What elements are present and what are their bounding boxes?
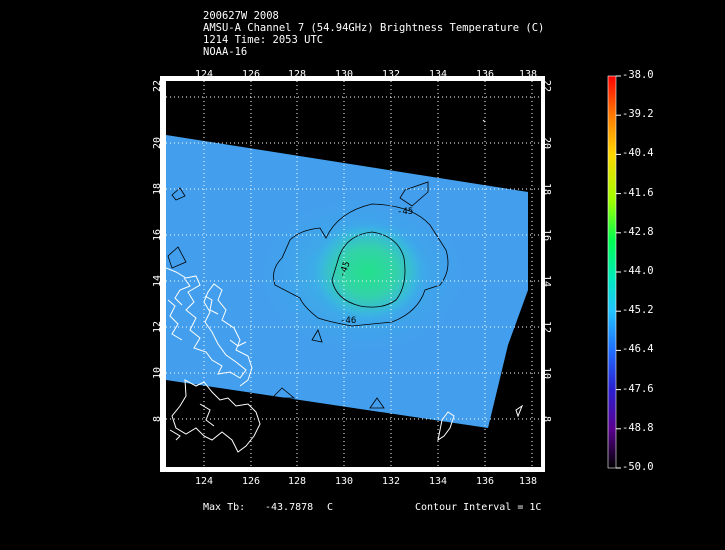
colorbar-label: -40.4 bbox=[622, 147, 654, 160]
colorbar-label: -48.8 bbox=[622, 421, 654, 434]
lon-tick: 128 bbox=[288, 476, 306, 487]
lon-tick: 134 bbox=[429, 476, 447, 487]
contour-label: -45 bbox=[397, 207, 413, 217]
lat-tick: 10 bbox=[152, 367, 163, 379]
lon-tick-top: 134 bbox=[429, 69, 447, 80]
contour-label: -46 bbox=[340, 316, 356, 326]
colorbar-label: -39.2 bbox=[622, 108, 654, 121]
lat-tick-right: 8 bbox=[541, 416, 552, 422]
lat-tick: 16 bbox=[152, 229, 163, 241]
lon-tick-top: 138 bbox=[519, 69, 537, 80]
coastline bbox=[166, 119, 524, 453]
satellite-name: NOAA-16 bbox=[203, 46, 248, 58]
max-tb-label: Max Tb: bbox=[203, 502, 246, 513]
contour-45 bbox=[331, 231, 406, 308]
lat-tick-right: 12 bbox=[541, 321, 552, 333]
colorbar-label: -41.6 bbox=[622, 186, 654, 199]
storm-id: 200627W 2008 bbox=[203, 10, 279, 22]
lon-tick-top: 130 bbox=[335, 69, 353, 80]
lon-tick: 124 bbox=[195, 476, 213, 487]
lat-tick: 12 bbox=[152, 321, 163, 333]
contour-interval: Contour Interval = 1C bbox=[415, 502, 542, 513]
lon-tick-top: 124 bbox=[195, 69, 213, 80]
colorbar-label: -46.4 bbox=[622, 343, 654, 356]
lat-tick: 18 bbox=[152, 183, 163, 195]
warm-core bbox=[308, 220, 428, 324]
lat-tick-right: 20 bbox=[541, 137, 552, 149]
chart-header: 200627W 2008 AMSU-A Channel 7 (54.94GHz)… bbox=[203, 10, 544, 58]
product-title: AMSU-A Channel 7 (54.94GHz) Brightness T… bbox=[203, 22, 545, 34]
colorbar-label: -38.0 bbox=[622, 69, 654, 81]
lat-tick: 14 bbox=[152, 275, 163, 287]
lat-tick-right: 16 bbox=[541, 229, 552, 241]
max-tb-unit: C bbox=[327, 502, 334, 513]
date-time: 1214 Time: 2053 UTC bbox=[203, 34, 324, 46]
lat-tick: 22 bbox=[152, 80, 163, 92]
lat-tick-right: 14 bbox=[541, 275, 552, 287]
max-tb-value: -43.7878 bbox=[265, 502, 314, 513]
colorbar-label: -47.6 bbox=[622, 382, 654, 395]
contour-46 bbox=[273, 203, 449, 327]
lon-tick: 136 bbox=[476, 476, 494, 487]
lon-tick-top: 126 bbox=[242, 69, 260, 80]
lon-tick: 130 bbox=[335, 476, 353, 487]
lon-tick-top: 128 bbox=[288, 69, 306, 80]
lon-tick: 138 bbox=[519, 476, 537, 487]
colorbar-label: -44.0 bbox=[622, 265, 654, 277]
lat-tick-right: 18 bbox=[541, 183, 552, 195]
lon-tick-top: 136 bbox=[476, 69, 494, 80]
lon-tick-top: 132 bbox=[382, 69, 400, 80]
colorbar-label: -42.8 bbox=[622, 225, 654, 238]
lat-tick-right: 22 bbox=[541, 80, 552, 92]
colorbar-ticks bbox=[616, 75, 621, 469]
colorbar-label: -50.0 bbox=[622, 461, 654, 473]
lat-tick-right: 10 bbox=[541, 367, 552, 379]
lat-tick: 8 bbox=[152, 416, 163, 422]
colorbar-label: -45.2 bbox=[622, 304, 654, 317]
lat-tick: 20 bbox=[152, 137, 163, 149]
lon-tick: 126 bbox=[242, 476, 260, 487]
lon-tick: 132 bbox=[382, 476, 400, 487]
colorbar bbox=[607, 75, 617, 469]
graticule bbox=[166, 81, 541, 467]
